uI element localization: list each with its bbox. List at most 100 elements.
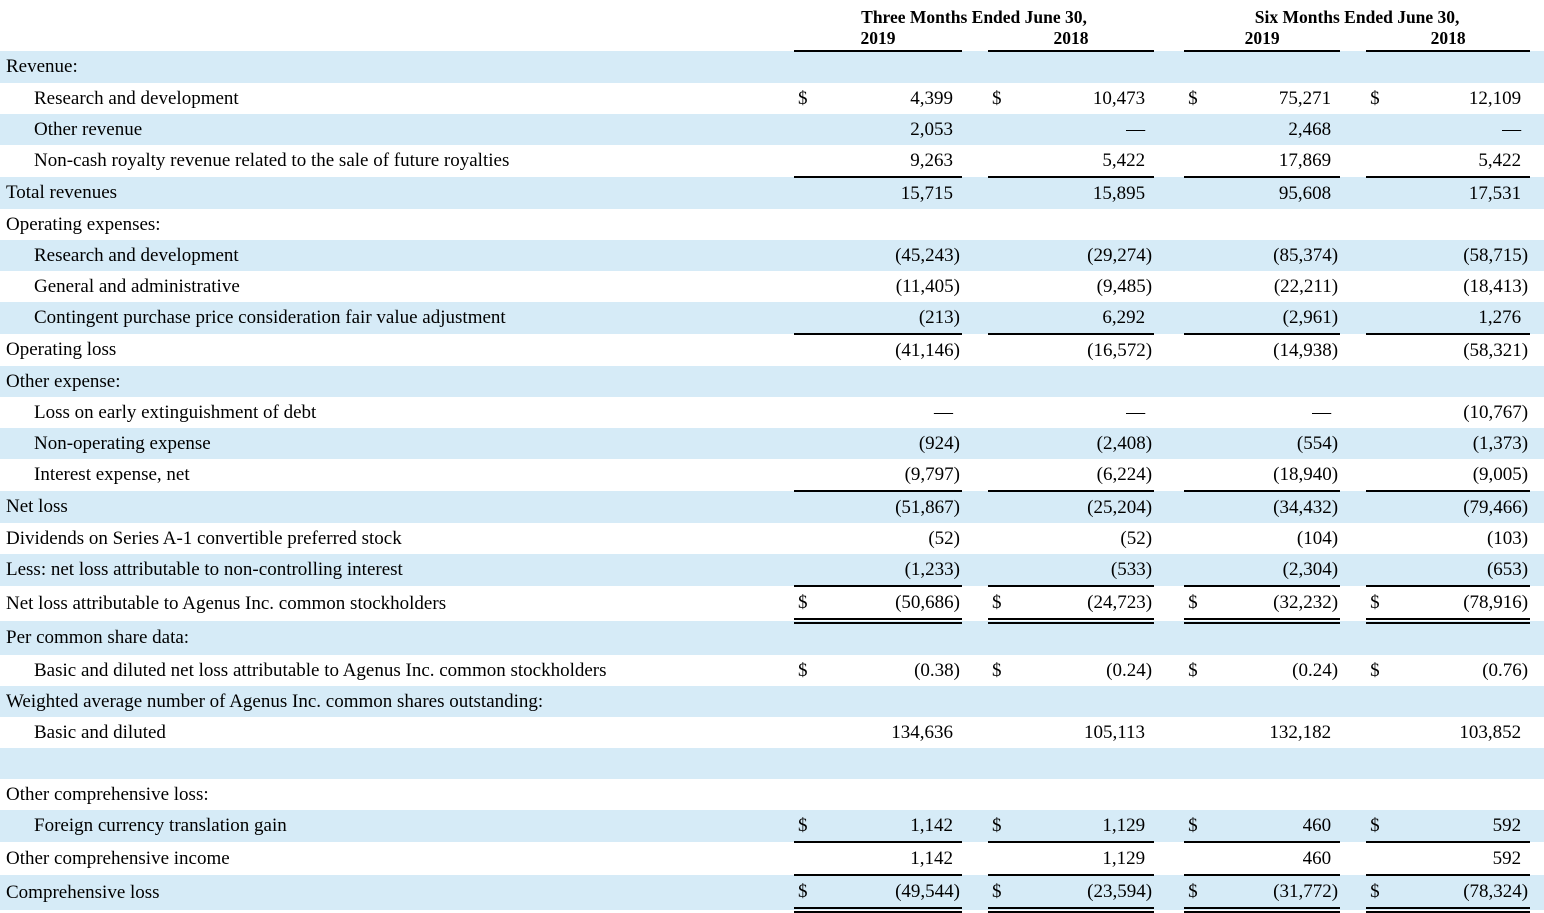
value-text: (2,961) xyxy=(1282,306,1339,328)
value-cell: (52) xyxy=(826,523,962,554)
column-gap xyxy=(1154,586,1184,621)
table-row: Operating expenses: xyxy=(0,209,1544,240)
value-cell xyxy=(826,621,962,655)
value-cell: (79,466) xyxy=(1398,491,1531,523)
value-text: (58,321) xyxy=(1463,339,1529,361)
right-pad xyxy=(1530,334,1544,366)
value-cell: 15,895 xyxy=(1020,177,1155,209)
right-pad xyxy=(1530,397,1544,428)
dollar-sign-cell xyxy=(1366,686,1399,717)
dollar-sign-cell xyxy=(1184,459,1217,492)
column-gap xyxy=(1340,842,1366,875)
period-header-three-months: Three Months Ended June 30, xyxy=(861,7,1087,27)
value-cell xyxy=(1020,209,1154,240)
dollar-sign-cell xyxy=(1184,177,1217,209)
table-row: Loss on early extinguishment of debt — — — (… xyxy=(0,397,1544,428)
right-pad xyxy=(1530,748,1544,779)
column-gap xyxy=(962,271,988,302)
row-label: Net loss xyxy=(0,491,794,523)
value-text: (18,413) xyxy=(1463,275,1529,297)
column-gap xyxy=(962,145,988,177)
value-cell xyxy=(1020,686,1155,717)
row-label: Dividends on Series A-1 convertible pref… xyxy=(6,527,402,549)
dollar-sign-cell xyxy=(794,554,826,587)
row-label: Per common share data: xyxy=(0,621,794,655)
dollar-sign-cell xyxy=(1184,428,1217,459)
column-gap xyxy=(1340,491,1367,523)
value-cell xyxy=(826,51,962,83)
column-gap xyxy=(1340,459,1366,491)
dollar-sign-cell xyxy=(1184,491,1217,523)
value-text: 15,895 xyxy=(1092,182,1146,204)
value-text: (2,408) xyxy=(1096,432,1153,454)
column-gap xyxy=(1340,621,1367,655)
column-gap xyxy=(962,459,988,491)
right-pad xyxy=(1530,302,1544,334)
column-gap xyxy=(1154,655,1184,686)
value-cell: 1,276 xyxy=(1398,302,1531,335)
value-text: (50,686) xyxy=(895,591,960,613)
dollar-sign-cell: $ xyxy=(798,659,808,681)
right-pad xyxy=(1530,83,1544,114)
value-text: (0.24) xyxy=(1106,659,1153,681)
table-row: Weighted average number of Agenus Inc. c… xyxy=(0,686,1544,717)
column-gap xyxy=(1154,748,1185,779)
value-text: (34,432) xyxy=(1273,496,1339,518)
dollar-sign-cell xyxy=(1366,748,1399,779)
value-text: — xyxy=(1126,401,1146,423)
value-cell: (103) xyxy=(1398,523,1530,554)
value-text: (14,938) xyxy=(1273,339,1339,361)
value-cell: 12,109 xyxy=(1398,83,1530,114)
column-gap xyxy=(962,810,988,842)
value-cell: (9,005) xyxy=(1398,459,1531,492)
table-row: Non-operating expense (924) (2,408) (554) (1… xyxy=(0,428,1544,459)
table-row: General and administrative (11,405) (9,485… xyxy=(0,271,1544,302)
dollar-sign-cell xyxy=(1184,334,1216,366)
column-gap xyxy=(1340,686,1367,717)
column-gap xyxy=(962,397,988,428)
row-label xyxy=(0,748,794,779)
value-text: (51,867) xyxy=(895,496,960,518)
value-text: — xyxy=(1502,118,1522,140)
dollar-sign-cell xyxy=(794,779,826,810)
value-cell: (25,204) xyxy=(1020,491,1155,523)
dollar-sign-cell xyxy=(988,51,1020,83)
value-cell: 460 xyxy=(1216,810,1341,843)
column-gap xyxy=(1340,779,1366,810)
value-cell: (0.24) xyxy=(1216,655,1340,686)
value-cell: (58,715) xyxy=(1398,240,1531,271)
column-gap xyxy=(962,83,988,114)
value-text: 2,468 xyxy=(1288,118,1332,140)
value-text: (6,224) xyxy=(1096,463,1153,485)
value-cell: 105,113 xyxy=(1020,717,1154,748)
right-pad xyxy=(1530,810,1544,842)
dollar-sign-cell xyxy=(1366,717,1398,748)
row-label: Other revenue xyxy=(0,114,794,145)
column-gap xyxy=(1154,842,1184,875)
dollar-sign-cell xyxy=(794,209,826,240)
value-text: 134,636 xyxy=(891,721,953,743)
value-cell: 132,182 xyxy=(1216,717,1340,748)
column-gap xyxy=(1154,145,1184,177)
right-pad xyxy=(1530,209,1544,240)
value-cell: (24,723) xyxy=(1020,586,1155,624)
table-row: Research and development $4,399 $10,473 $75… xyxy=(0,83,1544,114)
column-gap xyxy=(1340,748,1367,779)
column-gap xyxy=(962,655,988,686)
value-cell: 1,142 xyxy=(826,810,962,843)
value-cell xyxy=(1398,621,1531,655)
dollar-sign-cell: $ xyxy=(1366,586,1399,624)
value-cell xyxy=(826,686,962,717)
table-row: Non-cash royalty revenue related to the … xyxy=(0,145,1544,178)
right-pad xyxy=(1530,51,1544,83)
dollar-sign-cell: $ xyxy=(992,659,1002,681)
column-gap xyxy=(1154,51,1185,83)
value-text: (103) xyxy=(1486,527,1529,549)
column-gap xyxy=(1340,523,1366,554)
value-text: 592 xyxy=(1492,847,1522,869)
dollar-sign-cell xyxy=(794,523,826,554)
column-gap xyxy=(1154,302,1185,334)
column-gap xyxy=(1340,717,1366,748)
column-gap xyxy=(962,748,988,779)
value-cell: 5,422 xyxy=(1020,145,1155,178)
